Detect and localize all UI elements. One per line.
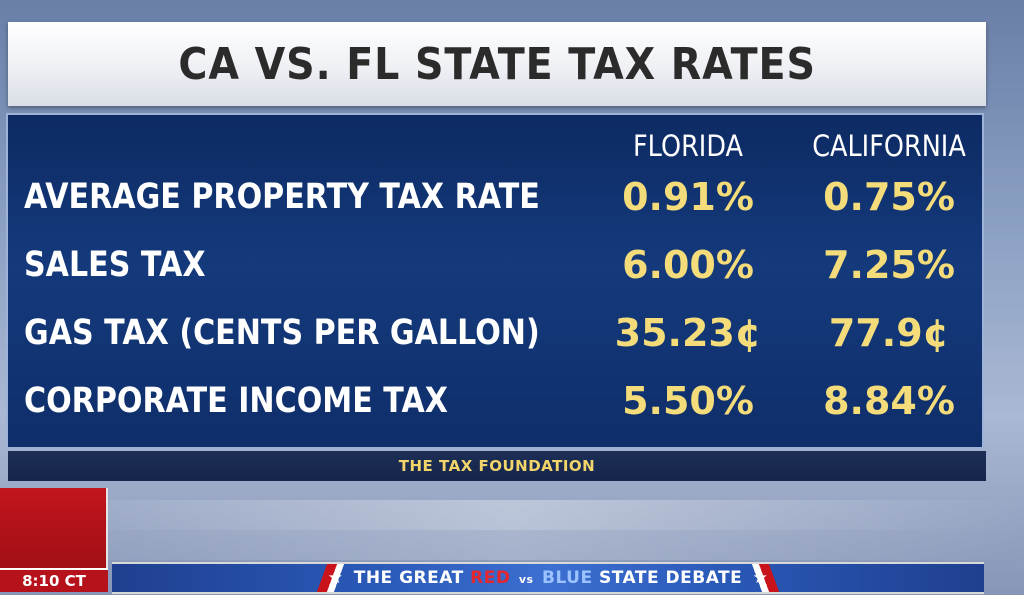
ticker-blue: BLUE [542, 568, 593, 588]
ticker-red: RED [470, 568, 511, 588]
florida-value: 6.00% [622, 243, 754, 287]
title-bar: CA VS. FL STATE TAX RATES [8, 22, 986, 106]
source-bar: THE TAX FOUNDATION [8, 451, 986, 481]
tax-table: FLORIDA CALIFORNIA AVERAGE PROPERTY TAX … [6, 113, 984, 449]
clock-time: 8:10 CT [22, 572, 86, 590]
background-streak [0, 500, 1024, 530]
page-title: CA VS. FL STATE TAX RATES [178, 38, 816, 90]
source-label: THE TAX FOUNDATION [398, 457, 596, 475]
clock-badge: 8:10 CT [0, 568, 108, 592]
row-label: CORPORATE INCOME TAX [24, 381, 448, 421]
column-header-california: CALIFORNIA [812, 129, 966, 163]
ticker-bar: ★ THE GREAT RED vs BLUE STATE DEBATE ★ [112, 562, 984, 594]
column-header-florida: FLORIDA [633, 129, 743, 163]
alert-box [0, 488, 108, 568]
california-value: 77.9¢ [828, 311, 950, 355]
row-label: SALES TAX [24, 245, 206, 285]
ticker-text: ★ THE GREAT RED vs BLUE STATE DEBATE ★ [324, 568, 773, 588]
ticker-part2: STATE DEBATE [599, 568, 743, 588]
star-icon: ★ [327, 568, 344, 588]
ticker-part1: THE GREAT [353, 568, 464, 588]
background-streak [0, 530, 1024, 560]
california-value: 0.75% [823, 175, 955, 219]
florida-value: 0.91% [622, 175, 754, 219]
florida-value: 35.23¢ [614, 311, 762, 355]
california-value: 7.25% [823, 243, 955, 287]
row-label: GAS TAX (CENTS PER GALLON) [24, 313, 540, 353]
row-label: AVERAGE PROPERTY TAX RATE [24, 177, 540, 217]
flag-stripe [714, 564, 804, 592]
california-value: 8.84% [823, 379, 955, 423]
florida-value: 5.50% [622, 379, 754, 423]
star-icon: ★ [752, 568, 769, 588]
flag-stripe [292, 564, 382, 592]
ticker-vs: vs [518, 573, 534, 586]
